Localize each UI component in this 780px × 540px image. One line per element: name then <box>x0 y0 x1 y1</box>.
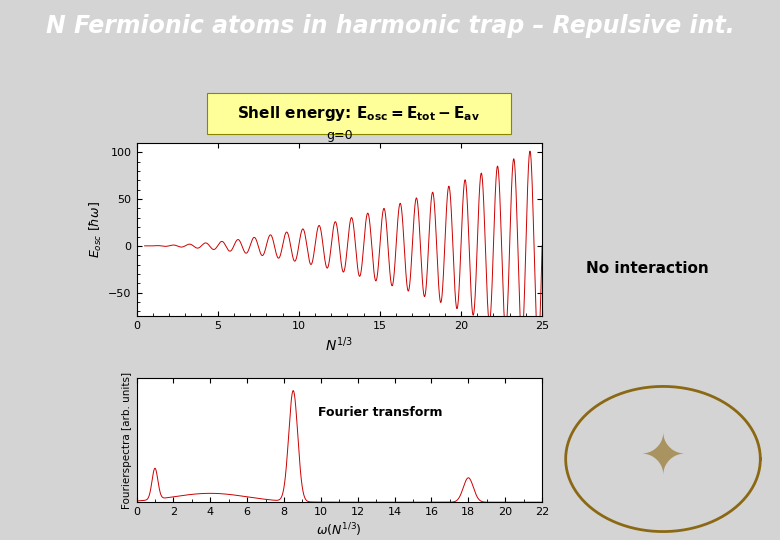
Text: ✦: ✦ <box>640 432 686 486</box>
X-axis label: $N^{1/3}$: $N^{1/3}$ <box>325 335 353 354</box>
Text: Shell energy vs particle number for pure H.O.: Shell energy vs particle number for pure… <box>136 168 527 184</box>
Text: N Fermionic atoms in harmonic trap – Repulsive int.: N Fermionic atoms in harmonic trap – Rep… <box>45 14 735 38</box>
X-axis label: $\omega(N^{1/3})$: $\omega(N^{1/3})$ <box>317 521 362 539</box>
Text: No interaction: No interaction <box>586 261 709 276</box>
Y-axis label: $E_{osc}\ [\hbar\omega]$: $E_{osc}\ [\hbar\omega]$ <box>88 201 104 258</box>
Text: Shell energy: $\mathbf{E_{osc} = E_{tot} - E_{av}}$: Shell energy: $\mathbf{E_{osc} = E_{tot}… <box>237 104 480 123</box>
FancyBboxPatch shape <box>207 93 511 134</box>
Text: Fourier transform: Fourier transform <box>317 406 442 419</box>
Title: g=0: g=0 <box>326 129 353 142</box>
Y-axis label: Fourierspectra [arb. units]: Fourierspectra [arb. units] <box>122 372 133 509</box>
